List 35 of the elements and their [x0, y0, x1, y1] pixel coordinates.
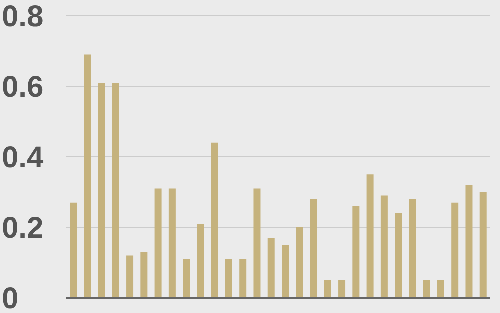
bar — [480, 192, 487, 298]
y-tick-label: 0.2 — [2, 212, 44, 246]
bar — [324, 280, 332, 298]
y-tick-label: 0.8 — [2, 0, 44, 34]
bar — [254, 188, 261, 298]
bar — [240, 259, 247, 298]
bar — [168, 188, 176, 298]
bar — [183, 259, 190, 298]
y-tick-label: 0.6 — [2, 71, 44, 104]
y-tick-label: 0 — [2, 282, 19, 313]
y-tick-label: 0.4 — [2, 142, 44, 175]
bar — [423, 280, 430, 298]
bar — [452, 202, 459, 298]
bar — [437, 280, 444, 298]
bar — [380, 196, 388, 298]
bar — [352, 206, 360, 298]
bar — [112, 82, 120, 298]
bar — [310, 199, 318, 298]
bar — [282, 245, 289, 298]
bar — [140, 252, 148, 298]
bar — [126, 256, 134, 298]
bar — [268, 238, 275, 298]
bar — [296, 228, 304, 298]
bar — [466, 185, 473, 298]
bar — [395, 213, 402, 298]
bar — [84, 54, 92, 298]
bar — [211, 142, 218, 298]
bar — [98, 82, 106, 298]
bar — [197, 224, 204, 298]
bar — [366, 174, 374, 298]
bar — [338, 280, 346, 298]
bar — [225, 259, 232, 298]
bar — [409, 199, 416, 298]
bar — [70, 202, 77, 298]
bar — [154, 188, 162, 298]
